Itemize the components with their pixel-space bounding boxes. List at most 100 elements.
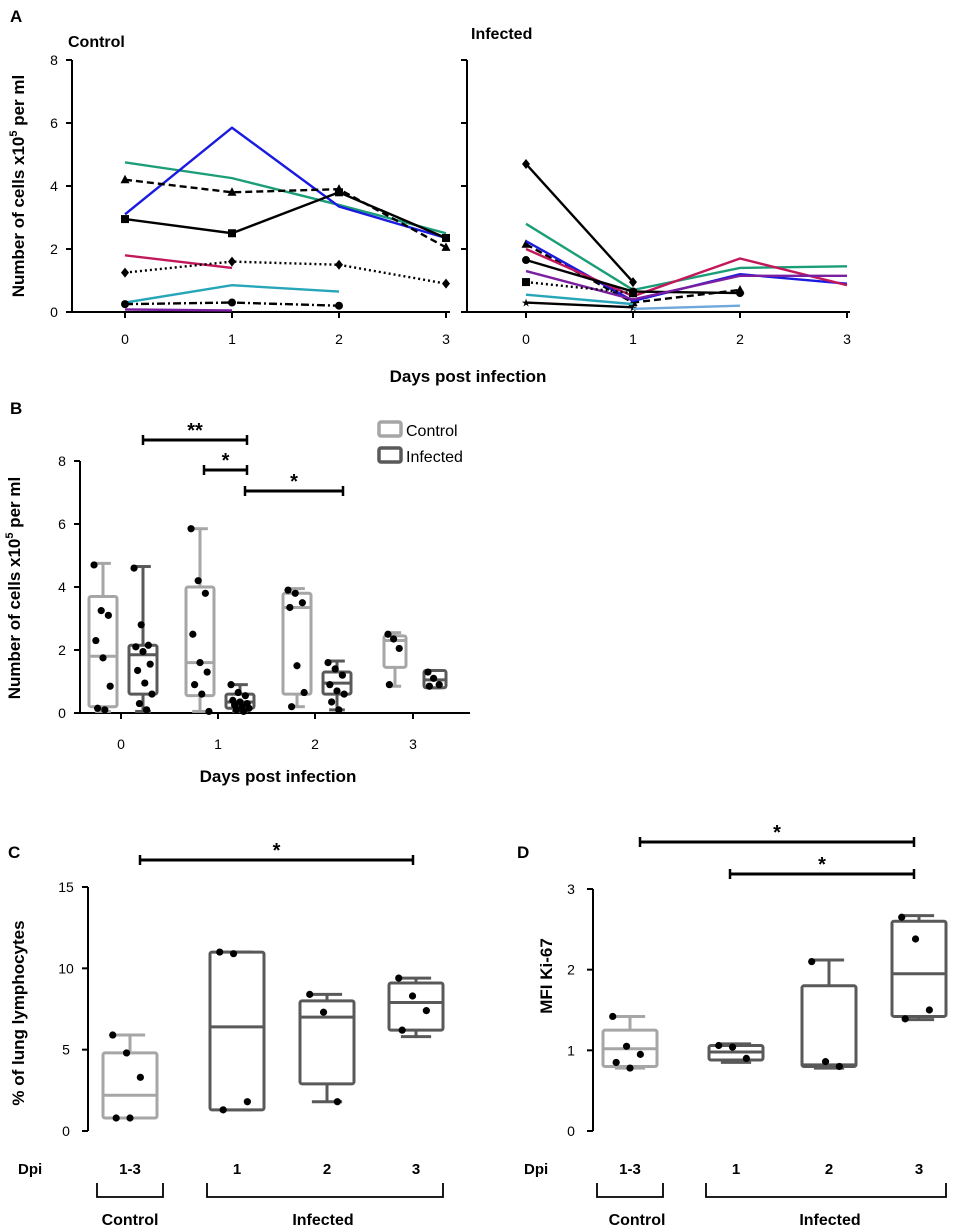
box-control xyxy=(601,1012,659,1072)
series-line xyxy=(525,293,634,306)
data-point xyxy=(429,674,438,682)
y-tick-label: 8 xyxy=(58,453,66,469)
data-point xyxy=(97,607,105,615)
category-label: 2 xyxy=(825,1161,833,1178)
legend-control-label: Control xyxy=(406,423,458,440)
series-marker xyxy=(629,289,637,298)
panel-d: D MFI Ki-67 0 1 2 3 1-3 1 2 3 * * Dpi Control Inf… xyxy=(517,822,948,1229)
series-line xyxy=(124,308,233,312)
data-point xyxy=(144,641,152,649)
data-point xyxy=(126,1114,134,1122)
data-point xyxy=(139,647,147,656)
box-infected xyxy=(890,913,948,1023)
series-marker xyxy=(442,278,450,289)
series-marker xyxy=(522,256,530,265)
significance-label: * xyxy=(773,822,781,844)
y-tick-label: 6 xyxy=(58,516,66,532)
box-control xyxy=(382,630,408,689)
panel-c-plot: 0 5 10 15 1-3 1 2 3 * xyxy=(58,840,445,1198)
data-point xyxy=(201,589,209,597)
data-point xyxy=(94,704,102,712)
x-tick-label: 3 xyxy=(409,736,417,752)
y-tick-label: 0 xyxy=(567,1123,575,1139)
series-line xyxy=(632,304,741,311)
data-point xyxy=(328,698,336,706)
y-tick-label: 1 xyxy=(567,1042,575,1058)
data-point xyxy=(331,665,339,673)
panel-b-letter: B xyxy=(10,399,22,418)
data-point xyxy=(196,659,204,667)
panel-a-control-plot: 0 2 4 6 8 0 1 2 3 xyxy=(50,52,451,347)
data-point xyxy=(298,599,306,607)
data-point xyxy=(622,1042,631,1050)
panel-b-x-axis-label: Days post infection xyxy=(200,767,357,786)
x-tick-label: 3 xyxy=(442,331,450,347)
box-infected xyxy=(387,974,445,1039)
control-bracket xyxy=(96,1183,164,1198)
data-point xyxy=(835,1062,843,1071)
panel-d-y-axis-label: MFI Ki-67 xyxy=(537,938,556,1014)
data-point xyxy=(384,630,392,638)
series-line xyxy=(525,269,847,301)
data-point xyxy=(389,635,398,643)
data-point xyxy=(112,1114,120,1122)
data-point xyxy=(300,688,308,697)
data-point xyxy=(291,589,299,597)
y-tick-label: 8 xyxy=(50,52,58,68)
data-point xyxy=(241,692,249,700)
significance-label: * xyxy=(290,471,298,493)
legend-control-swatch xyxy=(377,420,403,438)
box-iqr xyxy=(890,919,948,1018)
legend-infected-label: Infected xyxy=(406,449,463,466)
data-point xyxy=(216,948,224,956)
series-marker: ★ xyxy=(521,298,531,310)
series-marker xyxy=(121,215,129,224)
data-point xyxy=(104,611,112,619)
series-line xyxy=(525,163,634,283)
series-line xyxy=(124,260,447,285)
y-tick-label: 4 xyxy=(58,579,66,595)
series-marker xyxy=(629,277,637,288)
data-point xyxy=(99,654,107,662)
box-iqr xyxy=(127,643,159,696)
category-label: 1-3 xyxy=(619,1161,641,1178)
box-iqr xyxy=(184,585,216,698)
data-point xyxy=(203,668,211,676)
series-marker xyxy=(121,300,129,309)
box-infected xyxy=(800,958,858,1071)
data-point xyxy=(385,681,393,689)
box-iqr xyxy=(387,981,445,1032)
data-point xyxy=(288,703,296,711)
panel-c-letter: C xyxy=(8,843,20,862)
series-marker xyxy=(335,301,343,310)
data-point xyxy=(609,1012,617,1021)
data-point xyxy=(136,1073,144,1081)
panel-a: A Control Infected Number of cells x105 … xyxy=(8,7,851,386)
legend-infected-swatch xyxy=(377,446,403,464)
data-point xyxy=(898,913,906,921)
x-tick-label: 2 xyxy=(335,331,343,347)
data-point xyxy=(424,668,432,676)
x-tick-label: 3 xyxy=(843,331,851,347)
y-tick-label: 6 xyxy=(50,115,58,131)
box-infected xyxy=(422,668,448,690)
series-line xyxy=(124,126,447,240)
category-label: 1 xyxy=(233,1161,241,1178)
data-point xyxy=(101,706,109,714)
series-marker xyxy=(522,158,530,169)
significance-label: * xyxy=(818,854,826,876)
series-marker xyxy=(335,188,343,197)
box-infected xyxy=(707,1041,765,1064)
significance-control-vs-3: * xyxy=(638,822,916,847)
data-point xyxy=(245,704,253,712)
data-point xyxy=(742,1054,750,1062)
significance-control-vs-3: * xyxy=(138,840,415,865)
data-point xyxy=(326,681,334,689)
box-iqr xyxy=(298,999,356,1086)
x-tick-label: 0 xyxy=(121,331,129,347)
category-label: 2 xyxy=(323,1161,331,1178)
data-point xyxy=(92,636,100,645)
panel-a-infected-title: Infected xyxy=(471,26,532,43)
data-point xyxy=(148,690,156,698)
data-point xyxy=(135,699,144,708)
